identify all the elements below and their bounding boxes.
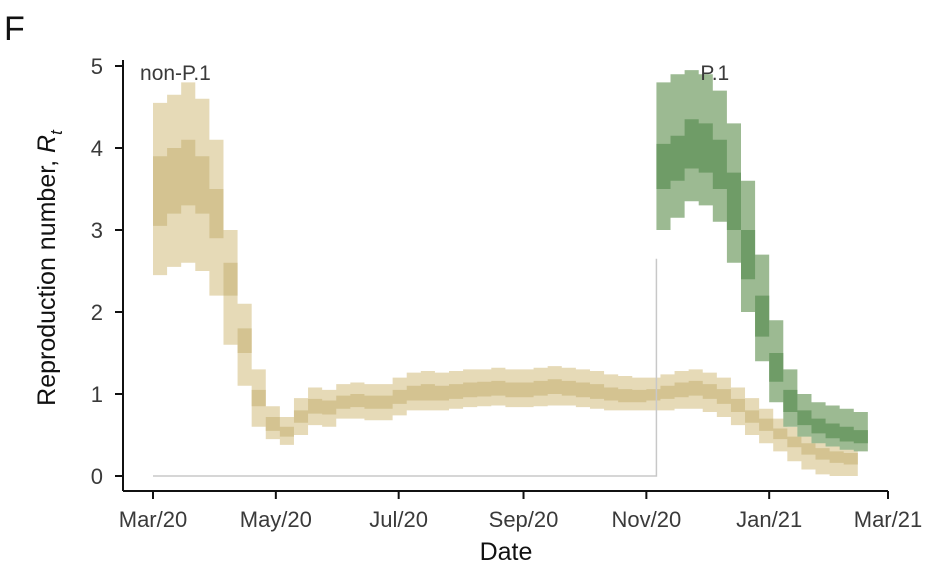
y-tick-label: 1: [91, 382, 103, 407]
x-tick-label: Mar/20: [119, 507, 187, 532]
y-tick-label: 2: [91, 300, 103, 325]
x-tick-label: Jan/21: [736, 507, 802, 532]
non-p-1-inner-band: [153, 139, 858, 465]
y-tick-label: 0: [91, 464, 103, 489]
non-p-1-series-label: non-P.1: [140, 62, 211, 85]
x-axis-title: Date: [480, 538, 533, 566]
axes: Mar/20 May/20 Jul/20 Sep/20 Nov/20 Jan/21 Mar/…: [91, 54, 922, 532]
baseline-line: [153, 258, 658, 477]
p-1-inner-band: [656, 119, 868, 444]
x-tick-label: Jul/20: [369, 507, 428, 532]
baseline-layer: [153, 258, 658, 477]
y-ticks: 0 1 2 3 4 5: [91, 54, 123, 489]
non-p-1-outer-band: [153, 82, 858, 477]
x-tick-label: Nov/20: [611, 507, 681, 532]
x-ticks: Mar/20 May/20 Jul/20 Sep/20 Nov/20 Jan/21 Mar/…: [119, 491, 922, 532]
y-axis-title-text: Reproduction number,: [33, 153, 61, 406]
panel-label: F: [4, 10, 25, 48]
x-tick-label: Mar/21: [854, 507, 922, 532]
y-axis-title-subscript: t: [47, 129, 66, 135]
y-axis-title: Reproduction number, Rt: [33, 129, 66, 406]
series-labels: non-P.1 P.1: [140, 62, 729, 85]
series-bands: [153, 70, 868, 477]
y-tick-label: 4: [91, 136, 103, 161]
y-tick-label: 5: [91, 54, 103, 79]
y-tick-label: 3: [91, 218, 103, 243]
p-1-series-label: P.1: [700, 62, 729, 85]
x-tick-label: Sep/20: [489, 507, 559, 532]
x-tick-label: May/20: [240, 507, 312, 532]
y-axis-title-symbol: R: [33, 135, 61, 153]
